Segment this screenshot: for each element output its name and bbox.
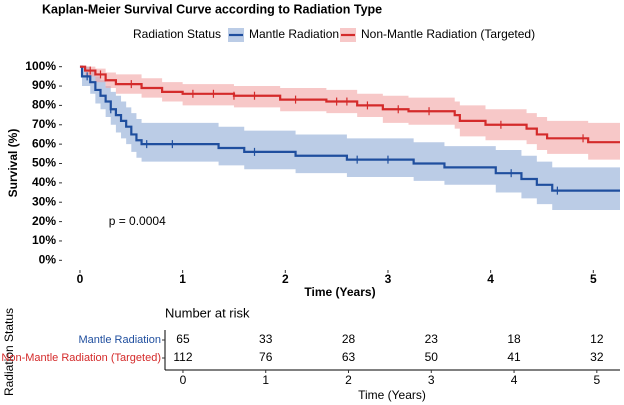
chart-title: Kaplan-Meier Survival Curve according to… [42,2,382,16]
risk-count: 50 [425,350,439,364]
y-tick-label: 100% [25,59,56,73]
risk-x-label: Time (Years) [358,388,426,402]
y-tick-label: 70% [32,117,56,131]
legend-title: Radiation Status [133,27,221,41]
x-axis-label: Time (Years) [304,285,375,299]
risk-x-tick-label: 0 [180,373,187,387]
x-tick-label: 1 [179,272,186,286]
risk-count: 12 [590,332,604,346]
y-tick-label: 10% [32,233,56,247]
y-tick-label: 30% [32,194,56,208]
x-tick-label: 2 [282,272,289,286]
y-tick-label: 0% [39,252,57,266]
risk-count: 65 [176,332,190,346]
risk-y-label: Radiation Status [2,308,16,396]
y-tick-label: 90% [32,78,56,92]
confidence-band [79,66,621,160]
y-tick-label: 50% [32,156,56,170]
risk-count: 28 [342,332,356,346]
risk-row-label: Non-Mantle Radiation (Targeted) [1,352,161,364]
risk-count: 112 [173,350,192,364]
annotation: p = 0.0004 [109,214,166,228]
y-tick-label: 80% [32,98,56,112]
risk-count: 23 [425,332,439,346]
y-axis-label: Survival (%) [6,129,20,198]
risk-table-title: Number at risk [165,305,250,320]
risk-x-tick-label: 1 [262,373,269,387]
legend-label: Mantle Radiation [249,27,339,41]
risk-x-tick-label: 2 [345,373,352,387]
y-tick-label: 40% [32,175,56,189]
risk-row-label: Mantle Radiation [78,334,161,346]
risk-x-tick-label: 3 [428,373,435,387]
risk-count: 41 [507,350,521,364]
x-tick-label: 4 [487,272,494,286]
risk-count: 63 [342,350,356,364]
survival-line [79,65,620,144]
x-tick-label: 3 [385,272,392,286]
y-tick-label: 20% [32,214,56,228]
risk-count: 76 [259,350,273,364]
legend-label: Non-Mantle Radiation (Targeted) [361,27,535,41]
risk-count: 32 [590,350,604,364]
x-tick-label: 5 [590,272,597,286]
survival-line [79,65,620,192]
x-tick-label: 0 [77,272,84,286]
confidence-band [79,66,621,210]
risk-x-tick-label: 4 [511,373,518,387]
risk-count: 33 [259,332,273,346]
risk-count: 18 [507,332,521,346]
y-tick-label: 60% [32,136,56,150]
risk-x-tick-label: 5 [593,373,600,387]
